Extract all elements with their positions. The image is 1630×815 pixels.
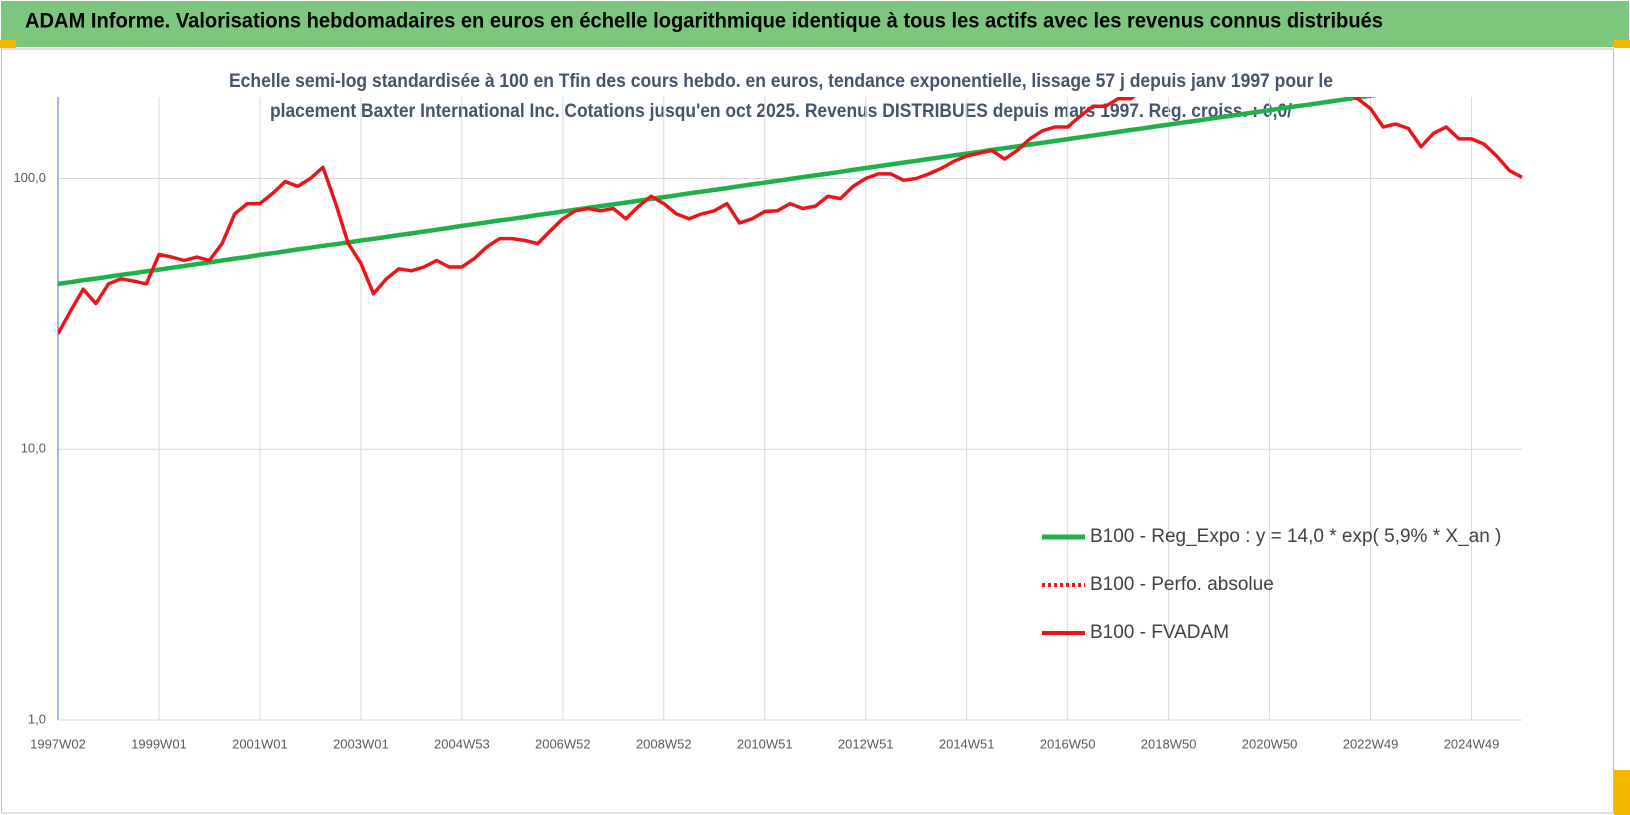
x-tick-label: 2006W52: [535, 736, 591, 751]
legend-label: B100 - FVADAM: [1090, 622, 1229, 643]
corner: [1614, 40, 1630, 48]
x-tick-label: 2014W51: [939, 736, 995, 751]
x-tick-label: 2003W01: [333, 736, 389, 751]
legend-label: B100 - Perfo. absolue: [1090, 574, 1274, 595]
chart-frame: [1, 48, 1614, 814]
series-line: [58, 97, 1523, 335]
corner: [0, 40, 16, 48]
x-tick-label: 1999W01: [131, 736, 187, 751]
x-tick-label: 2020W50: [1242, 736, 1298, 751]
y-tick-label: 1,0: [28, 711, 46, 726]
x-tick-label: 1997W02: [30, 736, 86, 751]
x-tick-label: 2012W51: [838, 736, 894, 751]
chart-title: Echelle semi-log standardisée à 100 en T…: [229, 71, 1333, 92]
x-tick-label: 2010W51: [737, 736, 793, 751]
x-tick-label: 2016W50: [1040, 736, 1096, 751]
header-title: ADAM Informe. Valorisations hebdomadaire…: [25, 10, 1383, 33]
x-tick-label: 2024W49: [1444, 736, 1500, 751]
series-line: [58, 97, 1378, 287]
legend-label: B100 - Reg_Expo : y = 14,0 * exp( 5,9% *…: [1090, 526, 1501, 547]
corner: [1614, 770, 1630, 815]
x-tick-label: 2008W52: [636, 736, 692, 751]
y-tick-label: 100,0: [13, 170, 46, 185]
plot-area: [58, 97, 1523, 335]
x-tick-label: 2004W53: [434, 736, 490, 751]
x-tick-label: 2001W01: [232, 736, 288, 751]
y-tick-label: 10,0: [21, 441, 46, 456]
chart-title: placement Baxter International Inc. Cota…: [270, 101, 1293, 122]
x-tick-label: 2018W50: [1141, 736, 1197, 751]
header-bar: [1, 1, 1629, 47]
x-tick-label: 2022W49: [1343, 736, 1399, 751]
